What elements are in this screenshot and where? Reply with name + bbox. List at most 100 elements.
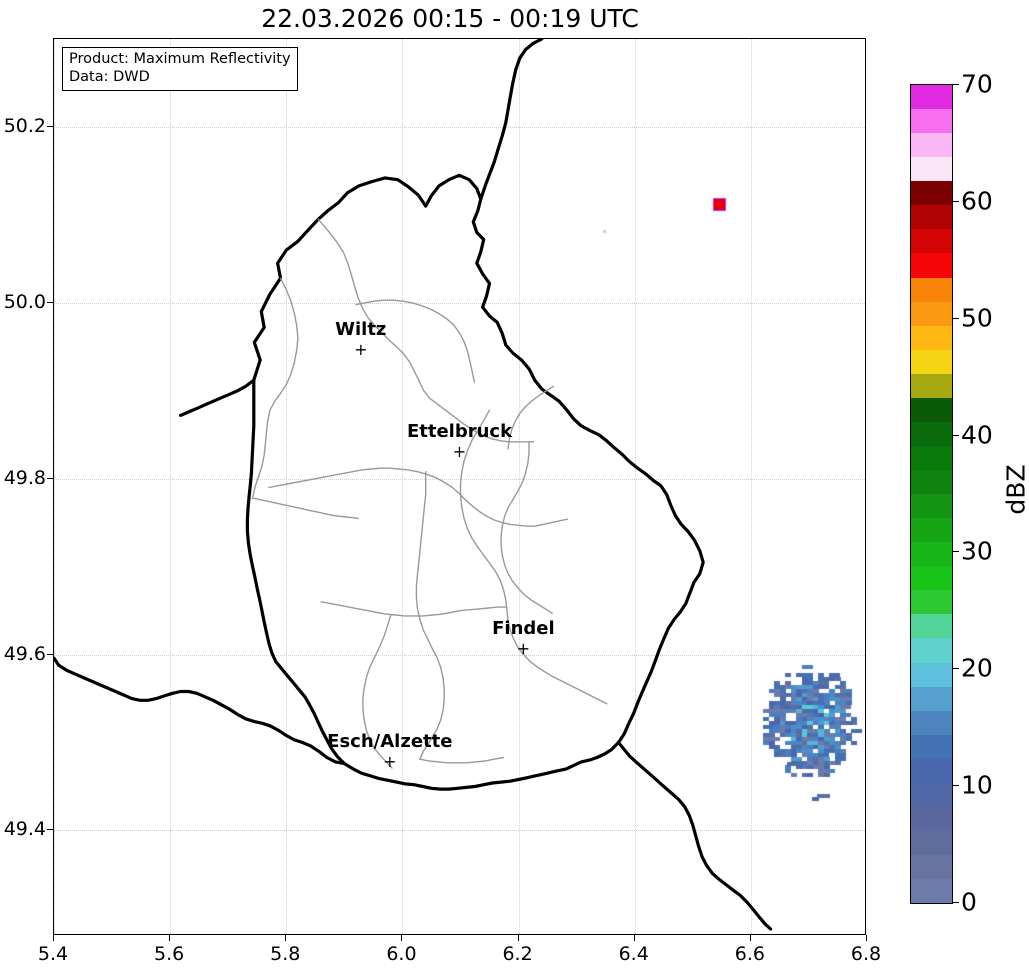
colorbar-band-30	[911, 157, 952, 182]
colorbar-tick-label-0: 0	[961, 887, 977, 917]
canton-boundary-4	[459, 409, 608, 705]
colorbar-band-9	[911, 662, 952, 687]
gridline-vertical-0	[54, 39, 55, 934]
colorbar-band-2	[911, 830, 952, 855]
product-info-box: Product: Maximum Reflectivity Data: DWD	[62, 47, 298, 92]
gridline-horizontal-3	[54, 302, 865, 304]
gridline-horizontal-1	[54, 654, 865, 656]
x-axis-tickmark-2	[285, 935, 287, 941]
colorbar-band-29	[911, 181, 952, 206]
x-axis-tick-label-3: 6.0	[386, 943, 417, 965]
gridline-vertical-1	[170, 39, 172, 934]
canton-boundary-8	[355, 299, 476, 383]
canton-boundary-6	[362, 614, 393, 769]
x-axis-tick-label-7: 6.8	[850, 943, 882, 965]
x-axis-tickmark-7	[866, 935, 867, 941]
y-axis-tickmark-3	[47, 301, 53, 303]
colorbar-band-21	[911, 373, 952, 398]
colorbar-band-17	[911, 470, 952, 495]
colorbar-tick-label-5: 50	[961, 303, 993, 333]
colorbar-band-7	[911, 710, 952, 735]
map-boundaries-layer	[54, 39, 773, 931]
y-axis-tickmark-2	[47, 477, 53, 479]
colorbar-band-31	[911, 133, 952, 158]
x-axis-tick-label-2: 5.8	[270, 943, 301, 965]
colorbar-tickmark-6	[952, 200, 959, 202]
colorbar-band-32	[911, 109, 952, 134]
colorbar-band-22	[911, 349, 952, 374]
gridline-horizontal-0	[54, 830, 865, 832]
canton-boundary-3	[415, 471, 445, 760]
colorbar-band-16	[911, 494, 952, 519]
canton-boundary-9	[507, 385, 555, 450]
x-axis-tick-label-4: 6.2	[502, 943, 533, 965]
colorbar-tick-label-4: 40	[961, 420, 993, 450]
x-axis-tick-label-5: 6.4	[618, 943, 649, 965]
x-axis-tick-label-1: 5.6	[154, 943, 185, 965]
canton-boundary-5	[320, 601, 508, 617]
colorbar-tick-label-1: 10	[961, 770, 993, 800]
germany-border-south	[616, 740, 773, 931]
map-plot-area[interactable]: Product: Maximum Reflectivity Data: DWD	[53, 38, 866, 935]
colorbar-band-23	[911, 325, 952, 350]
colorbar-band-12	[911, 590, 952, 615]
canton-boundary-10	[251, 497, 359, 519]
colorbar-tick-label-6: 60	[961, 186, 993, 216]
colorbar-tickmark-3	[952, 551, 959, 553]
x-axis-tickmark-0	[53, 935, 54, 941]
gridline-vertical-3	[402, 39, 404, 934]
x-axis-tick-label-6: 6.6	[734, 943, 765, 965]
colorbar-tick-label-3: 30	[961, 536, 993, 566]
y-axis-tickmark-0	[47, 829, 53, 831]
france-border-west	[54, 656, 346, 766]
x-axis-tick-label-0: 5.4	[37, 943, 69, 965]
y-axis-tick-label-0: 49.4	[3, 818, 46, 841]
colorbar-band-15	[911, 518, 952, 543]
y-axis-tick-label-1: 49.6	[3, 642, 46, 665]
colorbar-band-11	[911, 614, 952, 639]
colorbar-tickmark-7	[952, 84, 959, 85]
colorbar-band-19	[911, 421, 952, 446]
colorbar-band-20	[911, 397, 952, 422]
colorbar-tickmark-2	[952, 668, 959, 670]
colorbar-tick-label-7: 70	[961, 69, 993, 99]
x-axis-tickmark-1	[169, 935, 171, 941]
colorbar-band-10	[911, 638, 952, 663]
page-title: 22.03.2026 00:15 - 00:19 UTC	[261, 4, 639, 33]
colorbar-tickmark-0	[952, 902, 959, 903]
colorbar-band-24	[911, 301, 952, 326]
y-axis-tick-label-2: 49.8	[3, 466, 46, 489]
gridline-horizontal-2	[54, 478, 865, 480]
y-axis-tick-label-3: 50.0	[3, 290, 46, 313]
colorbar-band-25	[911, 277, 952, 302]
x-axis-tickmark-6	[749, 935, 751, 941]
colorbar-band-3	[911, 806, 952, 831]
colorbar-band-4	[911, 782, 952, 807]
canton-boundary-2	[268, 467, 569, 527]
canton-boundary-1	[251, 277, 299, 499]
colorbar-band-18	[911, 445, 952, 470]
gridline-vertical-4	[518, 39, 520, 934]
colorbar-band-13	[911, 566, 952, 591]
colorbar-tickmark-1	[952, 785, 959, 787]
x-axis-tickmark-5	[633, 935, 635, 941]
colorbar-band-1	[911, 855, 952, 880]
colorbar-tickmark-5	[952, 317, 959, 319]
x-axis-tickmark-3	[401, 935, 403, 941]
colorbar-tick-label-2: 20	[961, 653, 993, 683]
colorbar-band-6	[911, 734, 952, 759]
x-axis-tickmark-4	[517, 935, 519, 941]
colorbar-band-27	[911, 229, 952, 254]
colorbar-band-14	[911, 542, 952, 567]
colorbar-tickmark-4	[952, 434, 959, 436]
data-source-line: Data: DWD	[69, 68, 150, 85]
y-axis-tickmark-4	[47, 125, 53, 127]
y-axis-tickmark-1	[47, 653, 53, 655]
colorbar-band-26	[911, 253, 952, 278]
radar-echo-layer	[54, 39, 865, 934]
y-axis-tick-label-4: 50.2	[3, 114, 46, 137]
gridline-horizontal-4	[54, 126, 865, 128]
colorbar-band-5	[911, 758, 952, 783]
colorbar[interactable]	[910, 84, 953, 904]
colorbar-band-8	[911, 686, 952, 711]
